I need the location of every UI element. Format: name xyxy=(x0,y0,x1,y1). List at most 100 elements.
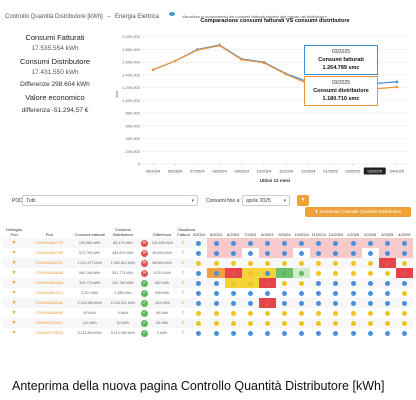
month-cell[interactable] xyxy=(224,258,242,268)
month-cell[interactable] xyxy=(190,278,208,288)
month-cell[interactable] xyxy=(190,268,207,278)
filter-icon[interactable]: ▼ xyxy=(11,320,17,326)
month-cell[interactable] xyxy=(310,238,328,248)
month-cell[interactable] xyxy=(395,258,413,268)
month-cell[interactable] xyxy=(190,238,208,248)
view-invoice-cell[interactable]: ⌕ xyxy=(176,328,190,338)
month-cell[interactable] xyxy=(310,308,327,318)
search-icon[interactable]: ⌕ xyxy=(181,289,185,296)
pod-detail-cell[interactable]: ▼ xyxy=(3,328,25,338)
view-invoice-cell[interactable]: ⌕ xyxy=(176,308,190,318)
month-cell[interactable] xyxy=(378,238,396,248)
month-cell[interactable] xyxy=(395,268,413,278)
pod-link[interactable]: IT001E04457750 xyxy=(35,251,64,255)
month-cell[interactable] xyxy=(224,238,242,248)
search-icon[interactable]: ⌕ xyxy=(181,309,185,316)
month-cell[interactable] xyxy=(361,318,379,328)
month-cell[interactable] xyxy=(361,258,379,268)
pod-select[interactable]: Tutti ▾ xyxy=(22,195,198,206)
pod-link[interactable]: IT001E04763117 xyxy=(35,321,63,325)
month-cell[interactable] xyxy=(275,238,294,248)
view-invoice-cell[interactable]: ⌕ xyxy=(176,258,191,268)
month-cell[interactable] xyxy=(275,298,294,308)
filter-icon[interactable]: ▼ xyxy=(11,300,17,306)
month-cell[interactable] xyxy=(258,248,276,258)
pod-link[interactable]: IT001E04608284 xyxy=(35,271,64,275)
search-icon[interactable]: ⌕ xyxy=(181,259,185,266)
month-cell[interactable] xyxy=(378,258,396,268)
pod-link[interactable]: IT001E04621371 xyxy=(35,291,64,295)
month-cell[interactable] xyxy=(190,248,207,258)
month-cell[interactable] xyxy=(207,258,225,268)
month-cell[interactable] xyxy=(361,298,379,308)
month-cell[interactable] xyxy=(378,298,396,308)
month-cell[interactable] xyxy=(259,288,276,298)
month-cell[interactable] xyxy=(293,268,311,278)
month-cell[interactable] xyxy=(344,308,361,318)
view-invoice-cell[interactable]: ⌕ xyxy=(176,248,190,258)
month-cell[interactable] xyxy=(310,318,328,328)
month-cell[interactable] xyxy=(362,268,379,278)
month-cell[interactable] xyxy=(225,308,242,318)
month-cell[interactable] xyxy=(224,278,242,288)
month-cell[interactable] xyxy=(258,268,276,278)
month-cell[interactable] xyxy=(344,278,362,288)
month-cell[interactable] xyxy=(344,248,362,258)
month-cell[interactable] xyxy=(241,258,259,268)
month-cell[interactable] xyxy=(241,268,259,278)
month-cell[interactable] xyxy=(293,328,310,338)
month-cell[interactable] xyxy=(395,298,413,308)
month-cell[interactable] xyxy=(207,298,225,308)
filter-icon[interactable]: ▼ xyxy=(11,260,17,266)
month-cell[interactable] xyxy=(242,288,259,298)
month-cell[interactable] xyxy=(327,248,345,258)
pod-link[interactable]: IT001E04658440 xyxy=(35,311,64,315)
month-cell[interactable] xyxy=(344,258,362,268)
filter-icon[interactable]: ▼ xyxy=(11,280,17,286)
month-cell[interactable] xyxy=(327,258,345,268)
month-cell[interactable] xyxy=(293,298,311,308)
pod-link[interactable]: IT001E04778203 xyxy=(35,331,64,335)
month-cell[interactable] xyxy=(242,308,259,318)
month-cell[interactable] xyxy=(379,268,396,278)
month-cell[interactable] xyxy=(293,248,310,258)
month-cell[interactable] xyxy=(327,288,344,298)
view-invoice-cell[interactable]: ⌕ xyxy=(176,298,191,308)
view-invoice-cell[interactable]: ⌕ xyxy=(176,318,191,328)
month-cell[interactable] xyxy=(379,308,396,318)
month-cell[interactable] xyxy=(379,328,396,338)
month-cell[interactable] xyxy=(310,278,328,288)
month-cell[interactable] xyxy=(327,268,344,278)
month-cell[interactable] xyxy=(310,288,327,298)
month-cell[interactable] xyxy=(395,238,413,248)
month-cell[interactable] xyxy=(224,268,242,278)
month-cell[interactable] xyxy=(207,238,225,248)
month-cell[interactable] xyxy=(327,298,345,308)
month-cell[interactable] xyxy=(224,318,242,328)
search-icon[interactable]: ⌕ xyxy=(181,249,185,256)
month-cell[interactable] xyxy=(378,248,396,258)
month-cell[interactable] xyxy=(275,318,294,328)
month-cell[interactable] xyxy=(275,268,294,278)
month-cell[interactable] xyxy=(258,278,276,288)
month-cell[interactable] xyxy=(276,288,293,298)
month-cell[interactable] xyxy=(362,328,379,338)
month-cell[interactable] xyxy=(241,318,259,328)
month-cell[interactable] xyxy=(344,298,362,308)
month-cell[interactable] xyxy=(310,328,327,338)
download-button[interactable]: ⬇ Download Controllo Quantità Distributo… xyxy=(305,207,411,217)
month-cell[interactable] xyxy=(190,318,208,328)
month-cell[interactable] xyxy=(275,248,294,258)
month-cell[interactable] xyxy=(225,328,242,338)
month-cell[interactable] xyxy=(190,288,207,298)
month-cell[interactable] xyxy=(190,308,207,318)
month-cell[interactable] xyxy=(344,268,361,278)
pod-link[interactable]: IT001E04457722 xyxy=(35,241,64,245)
pod-link[interactable]: IT001E04530731 xyxy=(35,261,64,265)
month-cell[interactable] xyxy=(310,298,328,308)
month-cell[interactable] xyxy=(190,328,207,338)
month-cell[interactable] xyxy=(344,328,361,338)
search-icon[interactable]: ⌕ xyxy=(181,299,185,306)
month-cell[interactable] xyxy=(276,328,293,338)
month-cell[interactable] xyxy=(293,288,310,298)
